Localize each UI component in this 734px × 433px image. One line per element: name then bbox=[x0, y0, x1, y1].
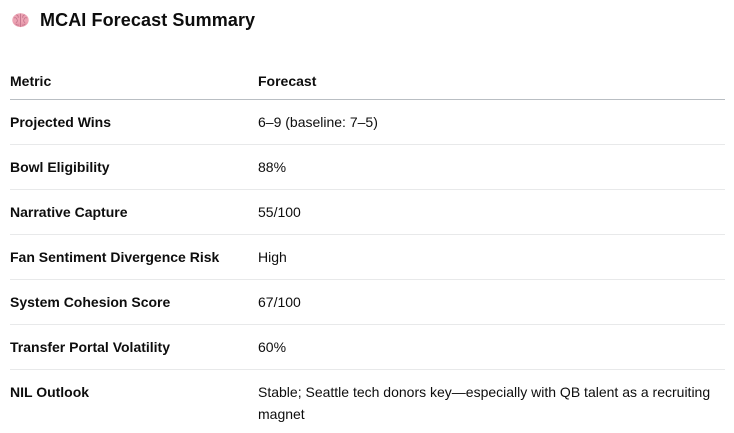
table-row: Transfer Portal Volatility 60% bbox=[10, 324, 725, 370]
forecast-cell: 88% bbox=[258, 144, 725, 190]
metric-cell: Fan Sentiment Divergence Risk bbox=[10, 234, 258, 280]
metric-cell: Bowl Eligibility bbox=[10, 144, 258, 190]
forecast-summary-table: Metric Forecast Projected Wins 6–9 (base… bbox=[10, 62, 725, 433]
table-row: Projected Wins 6–9 (baseline: 7–5) bbox=[10, 99, 725, 145]
table-row: Bowl Eligibility 88% bbox=[10, 144, 725, 190]
forecast-cell: 6–9 (baseline: 7–5) bbox=[258, 99, 725, 145]
column-header-forecast: Forecast bbox=[258, 62, 725, 100]
page-title: MCAI Forecast Summary bbox=[10, 8, 725, 32]
forecast-cell: High bbox=[258, 234, 725, 280]
table-header-row: Metric Forecast bbox=[10, 62, 725, 100]
table-header: Metric Forecast bbox=[10, 62, 725, 100]
metric-cell: System Cohesion Score bbox=[10, 279, 258, 325]
table-row: Fan Sentiment Divergence Risk High bbox=[10, 234, 725, 280]
table-row: NIL Outlook Stable; Seattle tech donors … bbox=[10, 370, 725, 433]
forecast-cell: 55/100 bbox=[258, 189, 725, 235]
forecast-cell: 67/100 bbox=[258, 279, 725, 325]
brain-emoji-icon bbox=[10, 10, 31, 31]
metric-cell: Transfer Portal Volatility bbox=[10, 324, 258, 370]
forecast-cell: 60% bbox=[258, 324, 725, 370]
column-header-metric: Metric bbox=[10, 62, 258, 100]
table-row: Narrative Capture 55/100 bbox=[10, 189, 725, 235]
metric-cell: Projected Wins bbox=[10, 99, 258, 145]
metric-cell: NIL Outlook bbox=[10, 384, 90, 400]
table-body: Projected Wins 6–9 (baseline: 7–5) Bowl … bbox=[10, 99, 725, 433]
forecast-cell: Stable; Seattle tech donors key—especial… bbox=[258, 384, 711, 422]
metric-cell: Narrative Capture bbox=[10, 189, 258, 235]
page-title-text: MCAI Forecast Summary bbox=[40, 10, 256, 30]
table-row: System Cohesion Score 67/100 bbox=[10, 279, 725, 325]
